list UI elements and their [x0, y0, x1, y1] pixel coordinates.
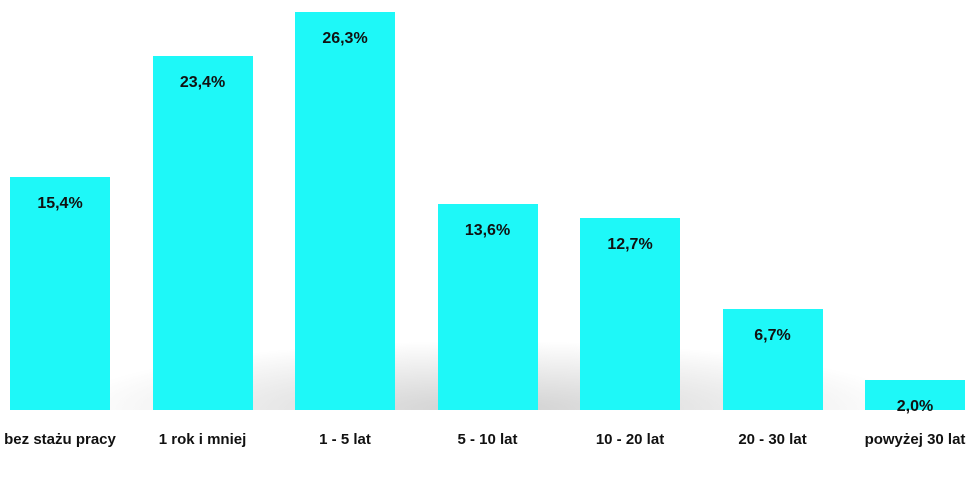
bar — [10, 176, 110, 410]
bar — [152, 55, 253, 410]
value-label: 6,7% — [754, 326, 791, 344]
value-label: 23,4% — [179, 73, 226, 91]
bar — [437, 204, 538, 410]
x-tick-label: 10 - 20 lat — [595, 431, 665, 448]
bar — [865, 379, 965, 410]
bar — [295, 12, 395, 410]
x-tick-label: 1 rok i mniej — [158, 431, 247, 448]
x-tick-label: 20 - 30 lat — [738, 431, 807, 448]
x-tick-label: 1 - 5 lat — [319, 431, 371, 448]
x-tick-label: bez stażu pracy — [4, 431, 116, 448]
x-tick-label: powyżej 30 lat — [864, 431, 966, 448]
bar — [722, 308, 823, 410]
x-tick-label: 5 - 10 lat — [457, 431, 518, 448]
value-label: 13,6% — [464, 222, 511, 240]
value-label: 26,3% — [322, 30, 368, 47]
bar — [580, 217, 680, 410]
value-label: 2,0% — [896, 397, 934, 415]
value-label: 12,7% — [607, 235, 653, 253]
value-label: 15,4% — [37, 194, 83, 212]
